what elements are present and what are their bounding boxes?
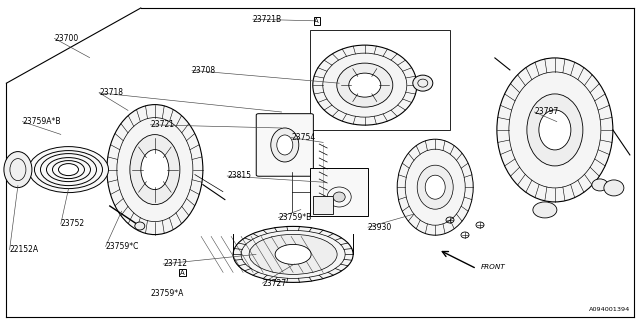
Ellipse shape	[533, 202, 557, 218]
Text: 23815: 23815	[227, 172, 251, 180]
Ellipse shape	[135, 222, 145, 230]
Ellipse shape	[497, 58, 613, 202]
Text: 23727: 23727	[262, 279, 287, 288]
Ellipse shape	[527, 94, 583, 166]
Text: 23752: 23752	[61, 220, 85, 228]
Text: 23759*B: 23759*B	[278, 213, 312, 222]
Ellipse shape	[35, 151, 102, 188]
Ellipse shape	[275, 244, 311, 264]
Ellipse shape	[333, 192, 345, 202]
Ellipse shape	[58, 164, 79, 176]
Ellipse shape	[141, 150, 169, 189]
Ellipse shape	[413, 75, 433, 91]
Ellipse shape	[397, 139, 473, 235]
Text: 23700: 23700	[54, 34, 79, 43]
Text: 23754: 23754	[291, 133, 316, 142]
Ellipse shape	[4, 152, 32, 188]
Ellipse shape	[604, 180, 624, 196]
Ellipse shape	[130, 135, 180, 204]
Ellipse shape	[40, 154, 97, 186]
Text: 23930: 23930	[368, 223, 392, 232]
Ellipse shape	[249, 234, 337, 275]
Text: 22152A: 22152A	[10, 245, 39, 254]
Ellipse shape	[277, 135, 293, 155]
Text: 23759*A: 23759*A	[150, 289, 184, 298]
Ellipse shape	[313, 45, 417, 125]
Ellipse shape	[52, 161, 84, 179]
Ellipse shape	[417, 165, 453, 209]
Ellipse shape	[539, 110, 571, 150]
Text: 23708: 23708	[192, 66, 216, 75]
Ellipse shape	[107, 105, 203, 235]
Ellipse shape	[592, 179, 608, 191]
Text: 23721: 23721	[150, 120, 174, 129]
Text: 23721B: 23721B	[253, 15, 282, 24]
Bar	[310, 30, 450, 130]
Ellipse shape	[349, 73, 381, 97]
Text: 23712: 23712	[163, 260, 187, 268]
Text: 23759*C: 23759*C	[106, 242, 139, 251]
Text: A: A	[180, 270, 185, 276]
Text: 23797: 23797	[534, 108, 559, 116]
Text: FRONT: FRONT	[481, 264, 506, 269]
Text: A094001394: A094001394	[589, 307, 630, 312]
Text: 23718: 23718	[99, 88, 123, 97]
Text: A: A	[314, 18, 319, 24]
FancyBboxPatch shape	[256, 114, 314, 176]
Ellipse shape	[271, 128, 299, 162]
Ellipse shape	[47, 158, 90, 182]
Ellipse shape	[337, 63, 393, 107]
Bar	[313, 196, 333, 214]
Ellipse shape	[29, 147, 109, 193]
Ellipse shape	[233, 227, 353, 283]
Text: 23759A*B: 23759A*B	[22, 117, 61, 126]
Ellipse shape	[425, 175, 445, 199]
Bar	[310, 168, 368, 216]
